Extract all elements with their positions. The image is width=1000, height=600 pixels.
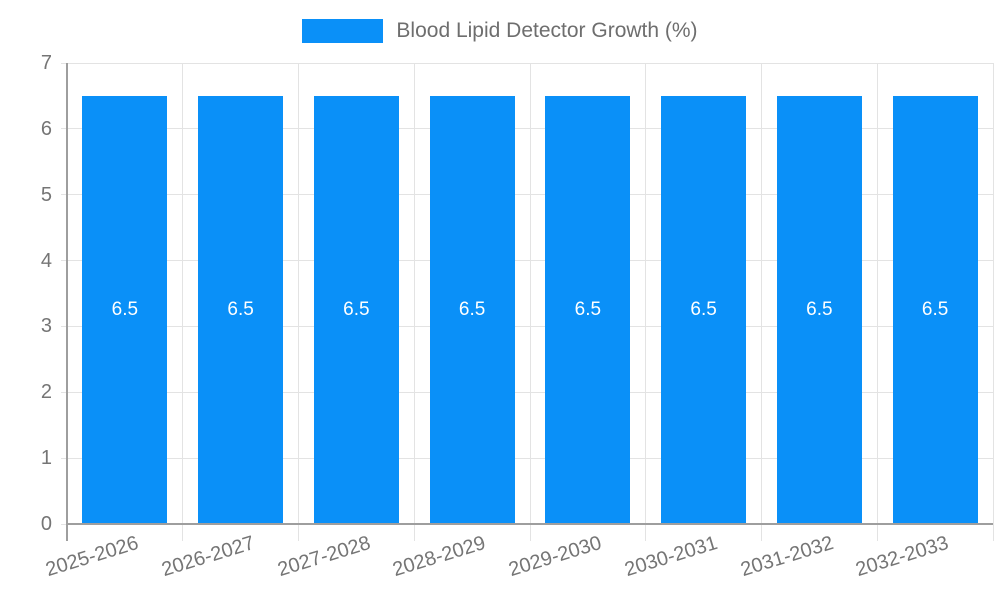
- y-gridline: [61, 260, 993, 262]
- x-baseline: [67, 523, 993, 525]
- bar-value-label: 6.5: [574, 298, 602, 320]
- x-tick-label: 2029-2030: [506, 532, 605, 582]
- y-tick-label: 7: [40, 52, 52, 74]
- bar: 6.5: [661, 95, 747, 524]
- y-tick-label: 2: [40, 381, 52, 404]
- bar-value-label: 6.5: [921, 298, 949, 320]
- y-axis-line: [66, 63, 68, 541]
- y-tick-label: 0: [40, 513, 52, 535]
- v-gridline: [298, 63, 299, 541]
- y-gridline: [61, 128, 993, 130]
- y-tick-label: 6: [40, 117, 52, 140]
- x-tick-label: 2031-2032: [737, 532, 836, 582]
- bar: 6.5: [892, 95, 978, 524]
- bar-value-label: 6.5: [227, 298, 254, 320]
- y-gridline: [61, 391, 993, 393]
- bar: 6.5: [198, 95, 284, 524]
- bar-value-label: 6.5: [806, 298, 833, 320]
- v-gridline: [992, 63, 994, 541]
- v-gridline: [876, 63, 878, 541]
- bar-value-label: 6.5: [458, 298, 486, 320]
- y-gridline: [61, 325, 993, 327]
- x-tick-label: 2025-2026: [43, 532, 142, 582]
- x-tick-label: 2026-2027: [159, 532, 258, 582]
- x-tick-label: 2028-2029: [390, 532, 489, 582]
- x-tick-label: 2027-2028: [274, 532, 373, 582]
- v-gridline: [529, 63, 531, 541]
- bar: 6.5: [776, 95, 862, 524]
- v-gridline: [413, 63, 415, 541]
- y-tick-label: 4: [40, 249, 52, 272]
- bar: 6.5: [313, 95, 399, 524]
- bar: 6.5: [545, 95, 631, 524]
- y-tick-label: 3: [40, 315, 52, 338]
- v-gridline: [761, 63, 762, 541]
- bar: 6.5: [82, 95, 168, 524]
- bar-value-label: 6.5: [690, 298, 717, 320]
- bar: 6.5: [429, 95, 515, 524]
- x-tick-label: 2032-2033: [853, 532, 952, 582]
- y-gridline: [61, 457, 993, 459]
- y-tick-label: 5: [40, 183, 52, 206]
- y-gridline: [61, 62, 993, 64]
- y-tick-label: 1: [40, 447, 52, 470]
- y-gridline: [61, 194, 993, 196]
- v-gridline: [182, 63, 184, 541]
- bar-value-label: 6.5: [343, 298, 370, 320]
- v-gridline: [645, 63, 647, 541]
- x-tick-label: 2030-2031: [622, 532, 721, 582]
- bar-value-label: 6.5: [111, 298, 139, 320]
